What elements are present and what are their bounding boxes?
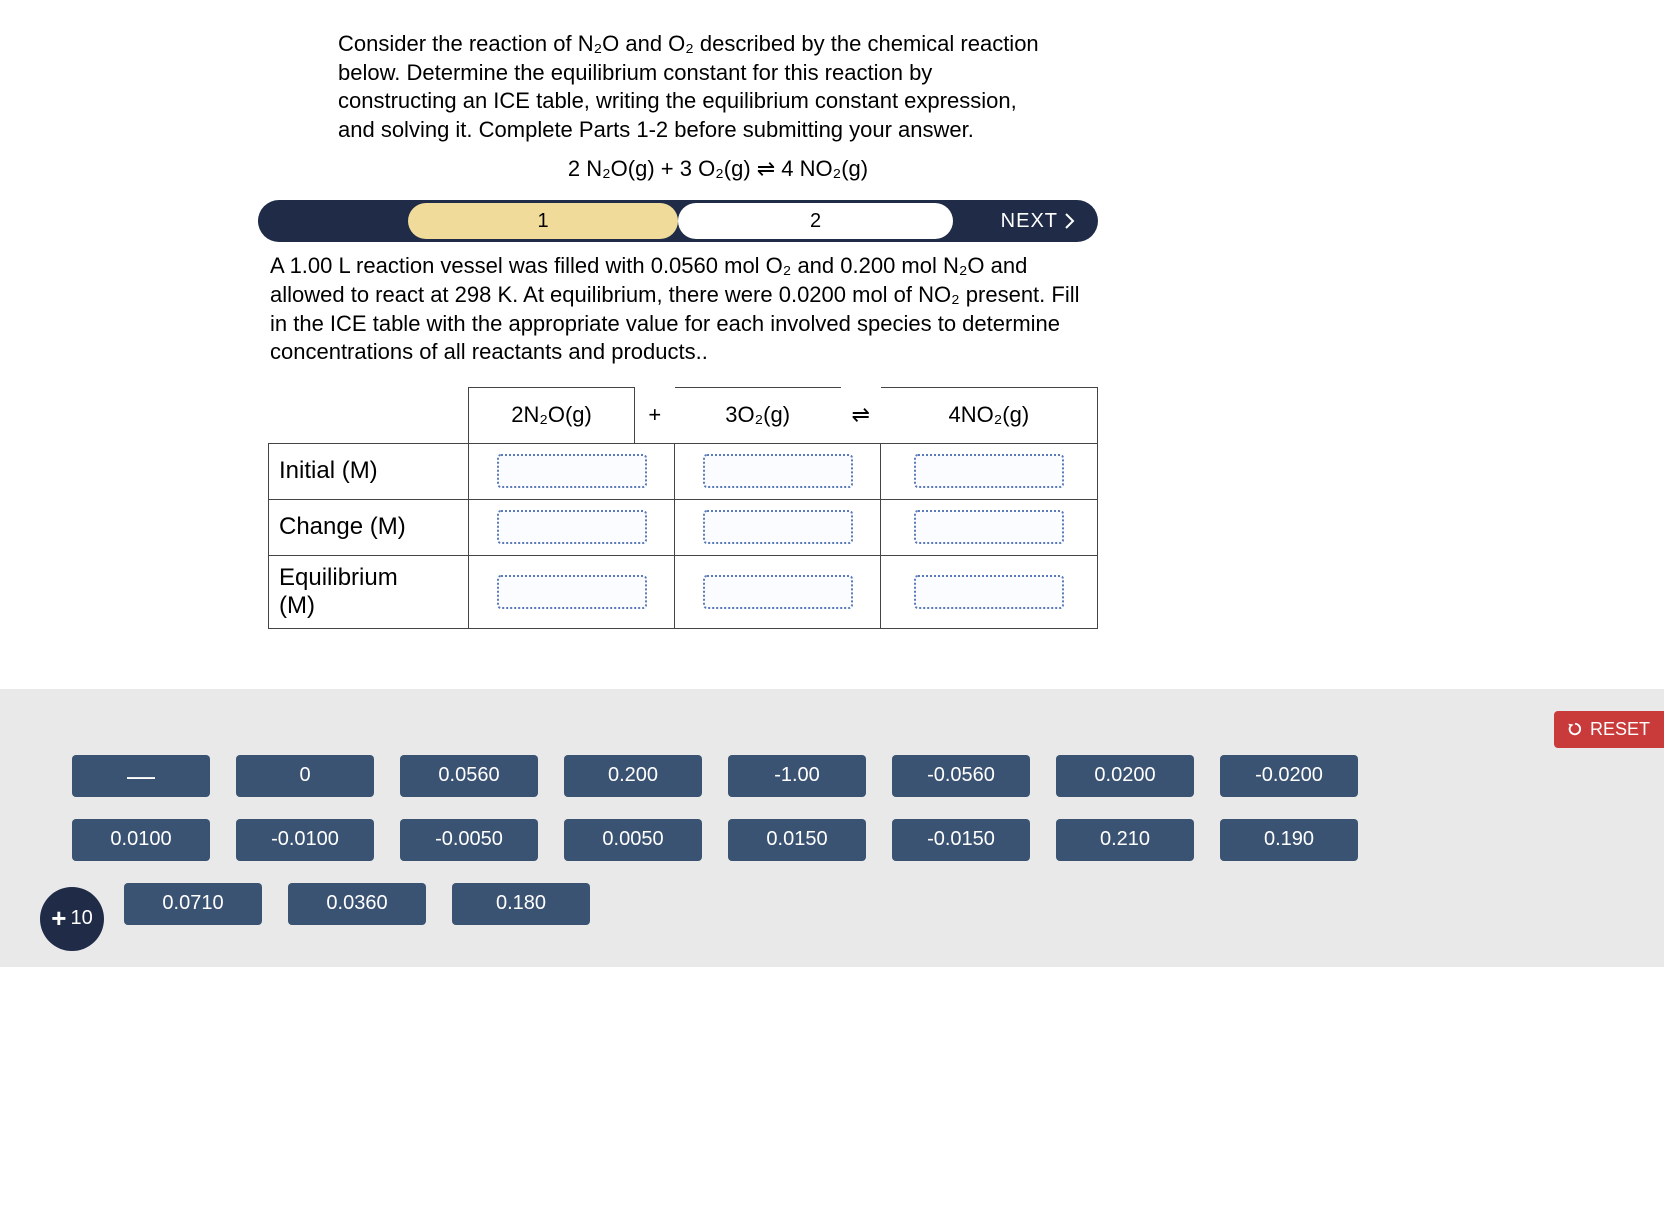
ice-op-plus: +: [635, 387, 675, 443]
ice-col-n2o: 2N₂O(g): [469, 387, 635, 443]
tile[interactable]: 0.0560: [400, 755, 538, 797]
drop-initial-n2o[interactable]: [497, 454, 647, 488]
drop-eq-o2[interactable]: [703, 575, 853, 609]
drop-eq-no2[interactable]: [914, 575, 1064, 609]
tile[interactable]: —: [72, 755, 210, 797]
ice-row-change: Change (M): [269, 499, 469, 555]
tile[interactable]: 0.200: [564, 755, 702, 797]
tile[interactable]: 0.0150: [728, 819, 866, 861]
progress-bar: 1 2 NEXT: [258, 200, 1098, 242]
ice-row-equilibrium: Equilibrium (M): [269, 555, 469, 628]
drop-initial-o2[interactable]: [703, 454, 853, 488]
tile-row-2: 0.0100 -0.0100 -0.0050 0.0050 0.0150 -0.…: [20, 819, 1644, 861]
tile-row-3: + 10 0.0710 0.0360 0.180: [20, 883, 1644, 925]
ice-row-initial: Initial (M): [269, 443, 469, 499]
tile[interactable]: -0.0150: [892, 819, 1030, 861]
ice-col-o2: 3O₂(g): [675, 387, 841, 443]
plus-icon: +: [51, 903, 66, 934]
intro-line: and solving it. Complete Parts 1-2 befor…: [338, 116, 1098, 145]
next-button[interactable]: NEXT: [953, 203, 1098, 239]
tile[interactable]: 0.0710: [124, 883, 262, 925]
intro-line: below. Determine the equilibrium constan…: [338, 59, 1098, 88]
tile[interactable]: -0.0050: [400, 819, 538, 861]
tile[interactable]: 0.0200: [1056, 755, 1194, 797]
part-description: A 1.00 L reaction vessel was filled with…: [270, 252, 1100, 366]
tile[interactable]: 0.0050: [564, 819, 702, 861]
add-more-count: 10: [70, 907, 92, 930]
step-2-tab[interactable]: 2: [678, 203, 953, 239]
reset-label: RESET: [1590, 719, 1650, 740]
intro-line: constructing an ICE table, writing the e…: [338, 87, 1098, 116]
tile[interactable]: 0.190: [1220, 819, 1358, 861]
tile[interactable]: -0.0100: [236, 819, 374, 861]
tile[interactable]: 0: [236, 755, 374, 797]
drop-initial-no2[interactable]: [914, 454, 1064, 488]
tile[interactable]: -0.0200: [1220, 755, 1358, 797]
ice-table: 2N₂O(g) + 3O₂(g) ⇌ 4NO₂(g) Initial (M) C…: [268, 387, 1098, 629]
intro-text: Consider the reaction of N₂O and O₂ desc…: [338, 30, 1098, 144]
tile[interactable]: 0.0360: [288, 883, 426, 925]
drop-change-o2[interactable]: [703, 510, 853, 544]
reset-button[interactable]: RESET: [1554, 711, 1664, 748]
tile-area: RESET — 0 0.0560 0.200 -1.00 -0.0560 0.0…: [0, 689, 1664, 967]
ice-col-no2: 4NO₂(g): [881, 387, 1098, 443]
tile[interactable]: 0.180: [452, 883, 590, 925]
reset-icon: [1566, 720, 1584, 738]
drop-change-no2[interactable]: [914, 510, 1064, 544]
ice-op-equil: ⇌: [841, 387, 881, 443]
reaction-equation: 2 N₂O(g) + 3 O₂(g) ⇌ 4 NO₂(g): [338, 156, 1098, 182]
tile[interactable]: -0.0560: [892, 755, 1030, 797]
intro-line: Consider the reaction of N₂O and O₂ desc…: [338, 30, 1098, 59]
chevron-right-icon: [1064, 213, 1076, 229]
tile-row-1: — 0 0.0560 0.200 -1.00 -0.0560 0.0200 -0…: [20, 755, 1644, 797]
tile[interactable]: 0.210: [1056, 819, 1194, 861]
step-1-tab[interactable]: 1: [408, 203, 678, 239]
drop-change-n2o[interactable]: [497, 510, 647, 544]
next-label: NEXT: [1001, 210, 1058, 233]
tile[interactable]: -1.00: [728, 755, 866, 797]
add-more-button[interactable]: + 10: [40, 887, 104, 951]
tile[interactable]: 0.0100: [72, 819, 210, 861]
drop-eq-n2o[interactable]: [497, 575, 647, 609]
